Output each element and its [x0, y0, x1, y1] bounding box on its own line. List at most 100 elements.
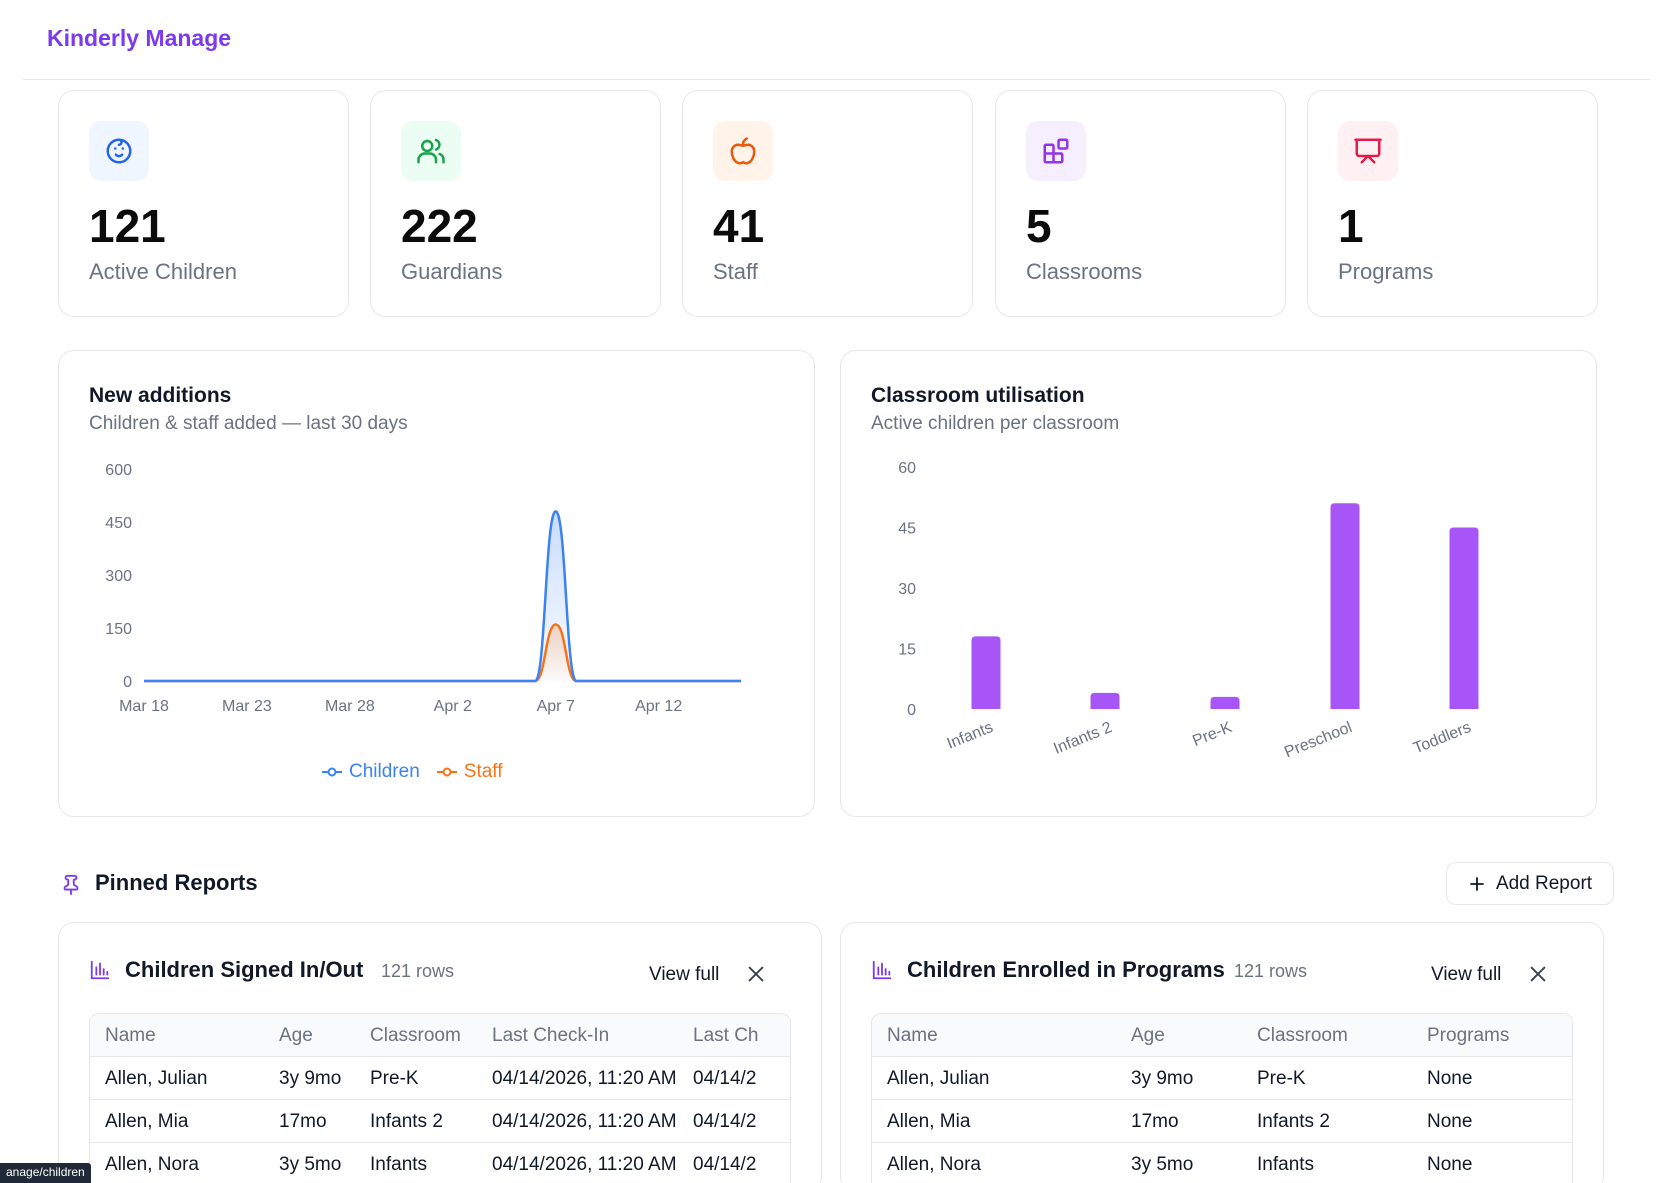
bar-pre-k — [1210, 696, 1240, 709]
add-report-label: Add Report — [1495, 872, 1593, 894]
series-children-area — [144, 511, 741, 681]
table-row[interactable]: Allen, Julian 3y 9mo Pre-K None — [872, 1057, 1572, 1100]
column-header[interactable]: Classroom — [1257, 1025, 1348, 1046]
x-tick-label: Apr 2 — [434, 698, 472, 715]
stat-value: 222 — [401, 200, 478, 252]
stat-label: Programs — [1338, 259, 1434, 284]
cell: 04/14/2 — [693, 1111, 757, 1132]
legend-marker-icon — [322, 767, 342, 777]
bar-infants-2 — [1090, 692, 1120, 709]
report-table: Name Age Classroom Programs Allen, Julia… — [871, 1013, 1573, 1183]
stat-label: Classrooms — [1026, 259, 1143, 284]
cell: Allen, Mia — [887, 1111, 971, 1132]
stat-label: Staff — [713, 259, 758, 284]
cell: Infants 2 — [370, 1111, 443, 1132]
pinned-reports-title: Pinned Reports — [95, 870, 258, 895]
baby-face-icon — [89, 121, 149, 181]
close-icon[interactable] — [745, 963, 767, 985]
stat-card-classrooms[interactable]: 5 Classrooms — [995, 90, 1286, 317]
column-header[interactable]: Classroom — [370, 1025, 461, 1046]
view-full-link[interactable]: View full — [649, 964, 720, 985]
cell: Allen, Nora — [105, 1154, 199, 1175]
row-count: 121 rows — [1234, 961, 1308, 981]
y-tick-label: 0 — [123, 674, 132, 691]
stat-label: Active Children — [89, 259, 237, 284]
stat-value: 1 — [1338, 200, 1364, 252]
x-tick-label: Toddlers — [1411, 719, 1473, 757]
bar-toddlers — [1449, 527, 1479, 709]
legend-marker-icon — [436, 767, 457, 777]
stat-label: Guardians — [401, 259, 503, 284]
series-staff-area — [144, 624, 741, 681]
blocks-icon — [1026, 121, 1086, 181]
apple-icon — [713, 121, 773, 181]
legend-item-staff[interactable]: Staff — [436, 761, 503, 783]
pin-icon — [60, 873, 82, 902]
table-row[interactable]: Allen, Nora 3y 5mo Infants 04/14/2026, 1… — [90, 1143, 790, 1183]
top-bar: Kinderly Manage — [0, 0, 1660, 80]
legend-label: Staff — [463, 761, 503, 782]
y-tick-label: 45 — [898, 521, 916, 538]
add-report-button[interactable]: Add Report — [1446, 862, 1614, 905]
cell: 04/14/2 — [693, 1068, 757, 1089]
row-count: 121 rows — [381, 961, 455, 981]
close-icon[interactable] — [1527, 963, 1549, 985]
stat-card-programs[interactable]: 1 Programs — [1307, 90, 1598, 317]
column-header[interactable]: Name — [887, 1025, 938, 1046]
table-header: Name Age Classroom Programs — [872, 1014, 1572, 1057]
presentation-icon — [1338, 121, 1398, 181]
cell: 3y 5mo — [279, 1154, 342, 1175]
stat-card-children[interactable]: 121 Active Children — [58, 90, 349, 317]
table-row[interactable]: Allen, Mia 17mo Infants 2 04/14/2026, 11… — [90, 1100, 790, 1143]
cell: 17mo — [1131, 1111, 1179, 1132]
table-row[interactable]: Allen, Julian 3y 9mo Pre-K 04/14/2026, 1… — [90, 1057, 790, 1100]
report-card-enrolled-programs: Children Enrolled in Programs 121 rows V… — [840, 922, 1604, 1183]
cell: None — [1427, 1068, 1473, 1089]
column-header[interactable]: Last Ch — [693, 1025, 759, 1046]
bar-preschool — [1330, 503, 1360, 709]
brand-logo[interactable]: Kinderly Manage — [47, 25, 232, 51]
cell: Allen, Julian — [887, 1068, 990, 1089]
panel-subtitle: Children & staff added — last 30 days — [89, 413, 408, 434]
legend-item-children[interactable]: Children — [321, 761, 420, 783]
cell: 04/14/2026, 11:20 AM — [492, 1154, 677, 1175]
column-header[interactable]: Age — [279, 1025, 313, 1046]
cell: Allen, Julian — [105, 1068, 208, 1089]
column-header[interactable]: Last Check-In — [492, 1025, 610, 1046]
table-header: Name Age Classroom Last Check-In Last Ch — [90, 1014, 790, 1057]
x-tick-label: Mar 28 — [325, 698, 375, 715]
cell: None — [1427, 1154, 1473, 1175]
report-title: Children Signed In/Out — [125, 957, 364, 982]
new-additions-chart: 0 150 300 450 600 Mar 18 Mar 23 Mar 28 Apr 2 Apr … — [105, 462, 741, 715]
cell: Pre-K — [370, 1068, 419, 1089]
cell: 17mo — [279, 1111, 327, 1132]
series-staff-line — [144, 623, 741, 683]
cell: Allen, Mia — [105, 1111, 189, 1132]
cell: 04/14/2 — [693, 1154, 757, 1175]
cell: 3y 5mo — [1131, 1154, 1194, 1175]
cell: Pre-K — [1257, 1068, 1306, 1089]
table-row[interactable]: Allen, Nora 3y 5mo Infants None — [872, 1143, 1572, 1183]
stat-card-guardians[interactable]: 222 Guardians — [370, 90, 661, 317]
bar-chart-icon — [89, 959, 111, 986]
view-full-link[interactable]: View full — [1431, 964, 1502, 985]
stat-value: 41 — [713, 200, 765, 252]
stat-value: 5 — [1026, 200, 1052, 252]
column-header[interactable]: Name — [105, 1025, 156, 1046]
stat-card-staff[interactable]: 41 Staff — [682, 90, 973, 317]
bar-infants — [971, 636, 1001, 709]
chart-legend: Children Staff — [321, 761, 503, 783]
table-row[interactable]: Allen, Mia 17mo Infants 2 None — [872, 1100, 1572, 1143]
bar-chart-icon — [871, 959, 893, 986]
x-tick-label: Pre-K — [1190, 719, 1235, 750]
panel-title: New additions — [89, 384, 232, 407]
column-header[interactable]: Programs — [1427, 1025, 1510, 1046]
classroom-utilisation-chart: 0 15 30 45 60 Infants Infants 2 Pre-K Preschool T… — [898, 460, 1479, 761]
cell: Infants — [1257, 1154, 1315, 1175]
y-tick-label: 60 — [898, 460, 916, 477]
cell: None — [1427, 1111, 1473, 1132]
x-tick-label: Mar 23 — [222, 698, 272, 715]
column-header[interactable]: Age — [1131, 1025, 1165, 1046]
cell: Allen, Nora — [887, 1154, 981, 1175]
cell: Infants 2 — [1257, 1111, 1330, 1132]
